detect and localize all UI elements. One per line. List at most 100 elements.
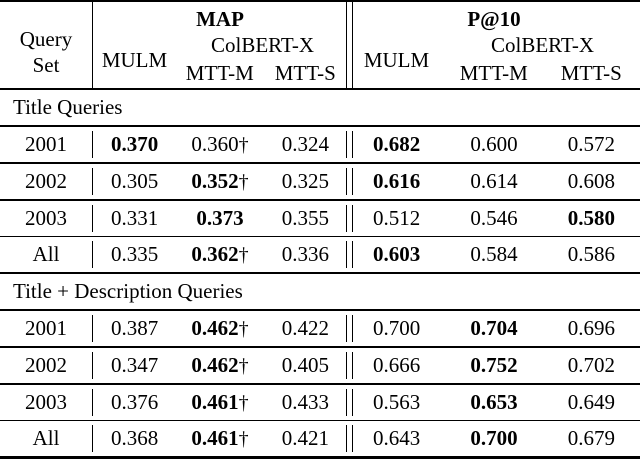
row-divider-rule — [0, 198, 640, 201]
p10-mtt-s-value-cell: 0.580 — [543, 206, 640, 231]
row-vertical-divider — [92, 351, 93, 379]
p10-mtt-s-value-cell: 0.608 — [543, 169, 640, 194]
metric-value: 0.653 — [470, 389, 518, 414]
metric-value: 0.603 — [373, 242, 421, 267]
row-divider-rule — [0, 272, 640, 275]
metric-value: 0.352 — [191, 168, 239, 193]
row-double-divider — [346, 425, 353, 453]
map-mulm-value-cell: 0.368 — [92, 426, 177, 451]
metric-value: 0.335 — [111, 242, 159, 267]
map-mtt-s-value-cell: 0.355 — [263, 206, 348, 231]
metric-value: 0.387 — [111, 315, 159, 340]
map-mtt-s-value-cell: 0.324 — [263, 132, 348, 157]
metric-value: 0.682 — [373, 131, 421, 156]
map-mtt-s-value-cell: 0.422 — [263, 316, 348, 341]
query-set-cell: 2002 — [25, 168, 67, 193]
row-divider-rule — [0, 125, 640, 127]
header-double-divider — [346, 2, 353, 89]
row-double-divider — [346, 204, 353, 232]
dagger-mark: † — [238, 133, 249, 156]
metric-value: 0.614 — [470, 168, 518, 193]
map-mulm-value-cell: 0.305 — [92, 169, 177, 194]
metric-value: 0.370 — [111, 131, 159, 156]
metric-value: 0.405 — [281, 352, 329, 377]
metric-value: 0.422 — [281, 315, 329, 340]
p10-mulm-value-cell: 0.603 — [348, 242, 445, 267]
query-set-cell: 2003 — [25, 205, 67, 230]
top-rule — [0, 0, 640, 3]
p10-mtt-m-value-cell: 0.584 — [445, 242, 542, 267]
p10-mtt-m-value-cell: 0.700 — [445, 426, 542, 451]
query-set-label-line1: Query — [19, 27, 73, 52]
metric-value: 0.704 — [470, 315, 518, 340]
section-title-row: Title + Description Queries — [0, 274, 640, 309]
metric-value: 0.649 — [567, 389, 615, 414]
p10-mtt-m-value-cell: 0.600 — [445, 132, 542, 157]
query-set-cell: 2001 — [25, 315, 67, 340]
column-header-map-mulm: MULM — [101, 47, 168, 72]
metric-value: 0.702 — [567, 352, 615, 377]
map-mulm-value-cell: 0.335 — [92, 242, 177, 267]
row-vertical-divider — [92, 167, 93, 195]
metric-value: 0.616 — [373, 168, 421, 193]
metric-value: 0.421 — [281, 426, 329, 451]
metric-value: 0.679 — [567, 426, 615, 451]
p10-mtt-m-value-cell: 0.546 — [445, 206, 542, 231]
table-row: 2002 0.347 0.462† 0.405 0.666 0.752 0.702 — [0, 348, 640, 383]
metric-value: 0.512 — [373, 205, 421, 230]
metric-value: 0.563 — [373, 389, 421, 414]
map-mtt-m-value-cell: 0.461† — [177, 426, 262, 451]
query-set-label-line2: Set — [32, 53, 60, 78]
p10-mulm-value-cell: 0.563 — [348, 390, 445, 415]
metric-value: 0.696 — [567, 315, 615, 340]
metric-value: 0.347 — [111, 352, 159, 377]
p10-mulm-value-cell: 0.682 — [348, 132, 445, 157]
metric-value: 0.700 — [470, 426, 518, 451]
metric-value: 0.324 — [281, 131, 329, 156]
row-vertical-divider — [92, 241, 93, 269]
map-mtt-s-value-cell: 0.405 — [263, 353, 348, 378]
table-row: All 0.368 0.461† 0.421 0.643 0.700 0.679 — [0, 421, 640, 456]
table-row: 2001 0.370 0.360† 0.324 0.682 0.600 0.572 — [0, 127, 640, 162]
metric-value: 0.433 — [281, 389, 329, 414]
p10-mtt-s-value-cell: 0.696 — [543, 316, 640, 341]
map-mtt-m-value-cell: 0.461† — [177, 390, 262, 415]
table-row: All 0.335 0.362† 0.336 0.603 0.584 0.586 — [0, 237, 640, 272]
column-header-map-mtt-m: MTT-M — [185, 60, 254, 85]
row-divider-rule — [0, 345, 640, 348]
query-set-cell: 2001 — [25, 131, 67, 156]
p10-mtt-m-value-cell: 0.752 — [445, 353, 542, 378]
dagger-mark: † — [238, 391, 249, 414]
row-double-divider — [346, 167, 353, 195]
row-vertical-divider — [92, 388, 93, 416]
p10-mulm-value-cell: 0.643 — [348, 426, 445, 451]
p10-mtt-s-value-cell: 0.702 — [543, 353, 640, 378]
row-divider-rule — [0, 161, 640, 164]
query-set-cell: All — [32, 426, 60, 451]
section-title: Title Queries — [13, 95, 123, 120]
table-row: 2002 0.305 0.352† 0.325 0.616 0.614 0.608 — [0, 164, 640, 199]
map-mtt-m-value-cell: 0.462† — [177, 353, 262, 378]
metric-header-p10: P@10 — [467, 7, 521, 32]
metric-value: 0.572 — [567, 131, 615, 156]
row-divider-rule — [0, 309, 640, 311]
p10-mtt-m-value-cell: 0.653 — [445, 390, 542, 415]
metric-value: 0.461 — [191, 389, 239, 414]
map-mulm-value-cell: 0.347 — [92, 353, 177, 378]
map-mtt-m-value-cell: 0.373 — [177, 206, 262, 231]
colbert-x-header-map: ColBERT-X — [211, 32, 314, 57]
row-double-divider — [346, 388, 353, 416]
p10-mtt-s-value-cell: 0.649 — [543, 390, 640, 415]
map-header-group: MAP MULM ColBERT-X MTT-M MTT-S — [92, 2, 348, 88]
map-mtt-m-value-cell: 0.462† — [177, 316, 262, 341]
metric-value: 0.584 — [470, 242, 518, 267]
section-title: Title + Description Queries — [13, 279, 243, 304]
metric-value: 0.600 — [470, 131, 518, 156]
row-divider-rule — [0, 419, 640, 422]
metric-header-map: MAP — [196, 7, 244, 32]
row-vertical-divider — [92, 130, 93, 158]
metric-value: 0.336 — [281, 242, 329, 267]
row-divider-rule — [0, 382, 640, 385]
metric-value: 0.355 — [281, 205, 329, 230]
section-title-row: Title Queries — [0, 90, 640, 125]
